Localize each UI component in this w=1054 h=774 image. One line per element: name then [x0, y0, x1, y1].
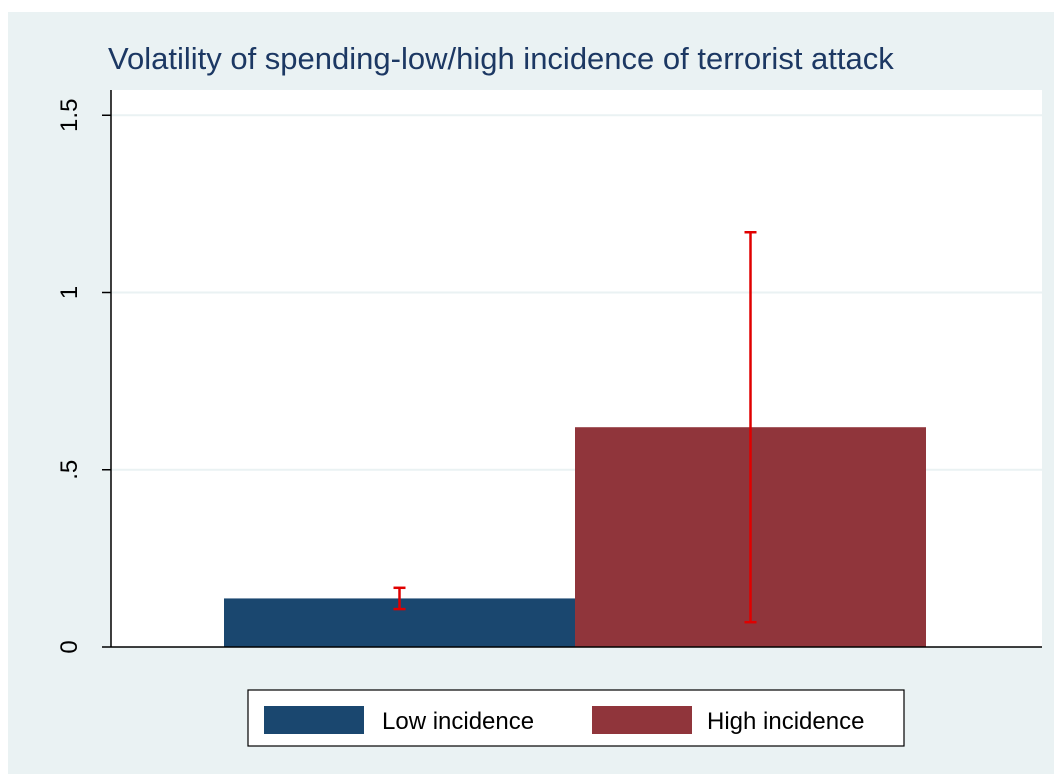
legend-swatch-low-incidence [264, 706, 364, 734]
legend-label-low-incidence: Low incidence [382, 708, 534, 735]
bar-chart: Volatility of spending-low/high incidenc… [56, 41, 1042, 747]
y-tick-label: .5 [56, 460, 83, 480]
legend-swatch-high-incidence [592, 706, 692, 734]
y-tick-label: 1 [56, 286, 83, 299]
chart-title: Volatility of spending-low/high incidenc… [108, 41, 894, 76]
legend: Low incidence High incidence [247, 689, 905, 747]
chart-background: Volatility of spending-low/high incidenc… [8, 12, 1054, 774]
y-tick-label: 0 [56, 640, 83, 653]
legend-label-high-incidence: High incidence [707, 708, 864, 735]
y-tick-label: 1.5 [56, 99, 83, 132]
